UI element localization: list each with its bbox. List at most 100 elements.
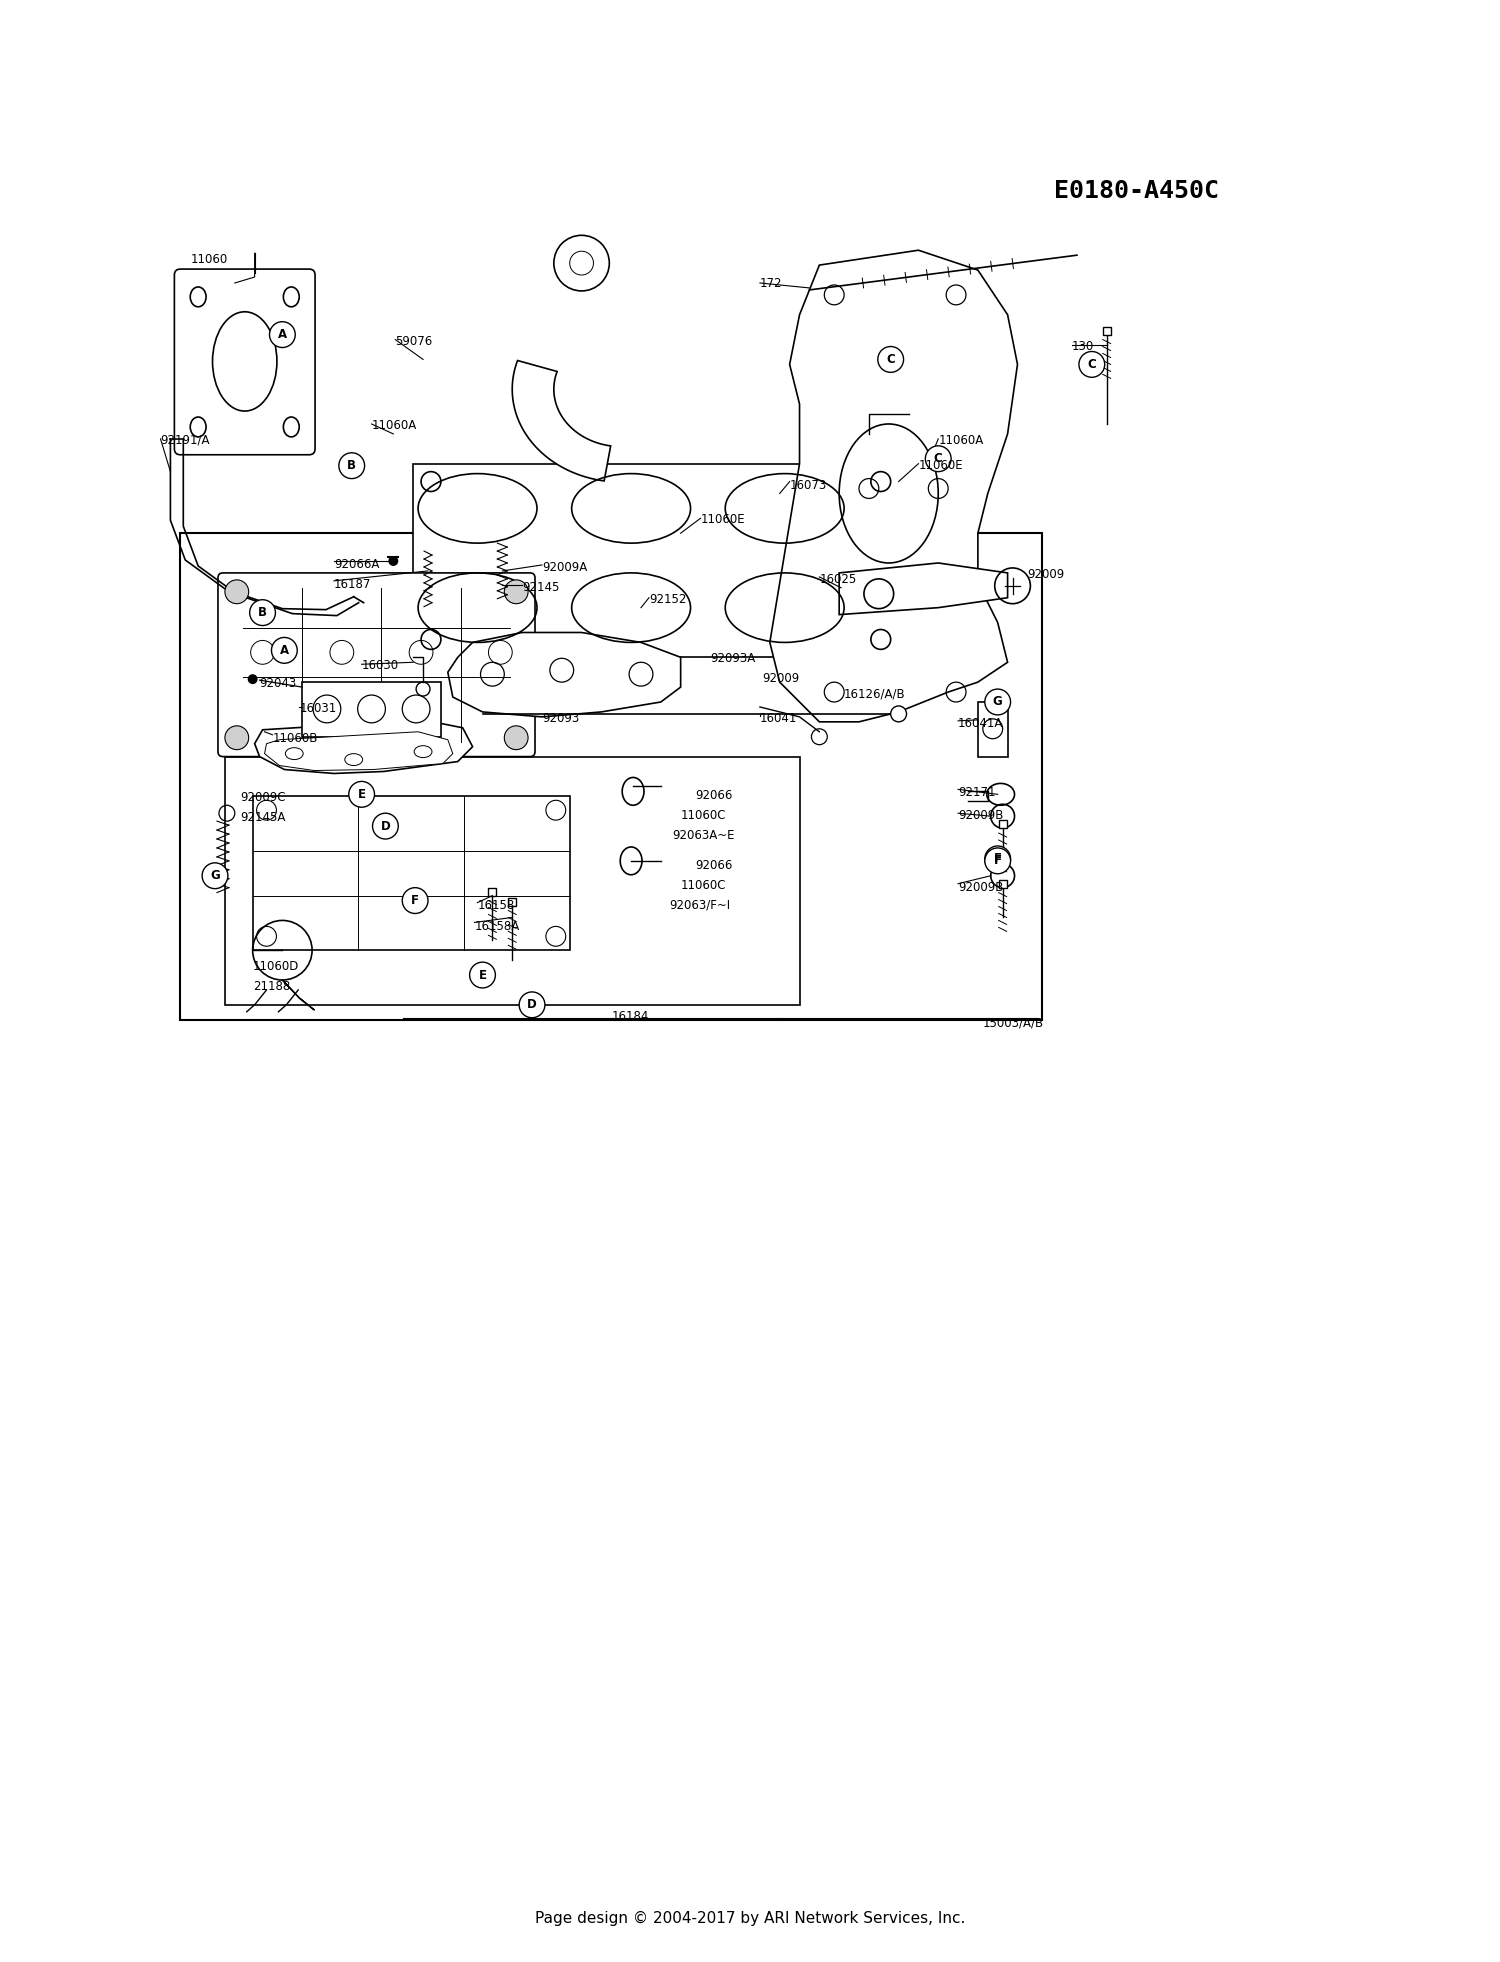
- Bar: [999, 879, 1006, 887]
- Bar: [999, 820, 1006, 828]
- Text: C: C: [886, 353, 896, 367]
- Text: G: G: [993, 695, 1002, 708]
- Text: 11060C: 11060C: [681, 808, 726, 822]
- Circle shape: [1078, 351, 1104, 377]
- Text: 92009C: 92009C: [240, 791, 285, 804]
- Text: 11060E: 11060E: [918, 459, 963, 471]
- Text: 16041A: 16041A: [958, 716, 1004, 730]
- Text: ARI: ARI: [484, 667, 1016, 936]
- Bar: [180, 534, 1042, 1020]
- Text: 92063/F~I: 92063/F~I: [669, 899, 730, 912]
- Text: E: E: [478, 969, 486, 981]
- Text: A: A: [278, 328, 286, 341]
- Circle shape: [202, 863, 228, 889]
- Text: 92152: 92152: [650, 593, 687, 606]
- FancyBboxPatch shape: [217, 573, 536, 757]
- Circle shape: [402, 887, 427, 914]
- Text: C: C: [934, 451, 942, 465]
- Text: 15003/A/B: 15003/A/B: [982, 1016, 1044, 1030]
- Text: 92093A: 92093A: [711, 651, 756, 665]
- Polygon shape: [512, 361, 610, 481]
- Circle shape: [249, 600, 276, 626]
- Text: 92009: 92009: [1028, 567, 1065, 581]
- Circle shape: [519, 993, 544, 1018]
- Text: 92093: 92093: [542, 712, 579, 724]
- Circle shape: [225, 726, 249, 749]
- Bar: [252, 797, 570, 950]
- Text: 21188: 21188: [252, 979, 290, 993]
- Text: 92009B: 92009B: [958, 881, 1004, 895]
- Circle shape: [388, 555, 399, 565]
- Circle shape: [891, 706, 906, 722]
- Text: 92066: 92066: [696, 859, 734, 871]
- Text: A: A: [280, 644, 290, 657]
- Bar: [978, 702, 1008, 757]
- Bar: [413, 463, 898, 657]
- Text: 172: 172: [760, 277, 783, 290]
- Text: F: F: [411, 895, 419, 906]
- Text: F: F: [993, 853, 1002, 867]
- Circle shape: [372, 812, 399, 840]
- Text: 92009: 92009: [762, 673, 800, 685]
- Text: 16041: 16041: [760, 712, 798, 724]
- Polygon shape: [264, 732, 453, 771]
- Text: 16187: 16187: [334, 579, 372, 591]
- Circle shape: [470, 961, 495, 989]
- Circle shape: [926, 445, 951, 471]
- Text: B: B: [258, 606, 267, 620]
- Text: 92171: 92171: [958, 787, 996, 799]
- Text: C: C: [1088, 357, 1096, 371]
- Text: 11060E: 11060E: [700, 514, 746, 526]
- Text: 92066: 92066: [696, 789, 734, 802]
- Text: 92063A~E: 92063A~E: [672, 830, 735, 842]
- Text: 11060B: 11060B: [273, 732, 318, 746]
- Circle shape: [504, 726, 528, 749]
- Text: 11060: 11060: [190, 253, 228, 267]
- Text: G: G: [210, 869, 220, 883]
- Polygon shape: [770, 251, 1017, 722]
- Bar: [1102, 326, 1110, 336]
- Circle shape: [225, 581, 249, 604]
- Circle shape: [270, 322, 296, 347]
- FancyBboxPatch shape: [174, 269, 315, 455]
- Polygon shape: [255, 720, 472, 773]
- Text: E0180-A450C: E0180-A450C: [1054, 179, 1220, 202]
- Circle shape: [348, 781, 375, 806]
- Text: 16073: 16073: [789, 479, 826, 492]
- Text: B: B: [346, 459, 355, 473]
- Circle shape: [986, 848, 1011, 873]
- Text: 16184: 16184: [612, 1010, 648, 1022]
- Text: 92145A: 92145A: [240, 810, 285, 824]
- Text: 92191/A: 92191/A: [160, 434, 210, 447]
- Text: 130: 130: [1072, 339, 1094, 353]
- Polygon shape: [839, 563, 1008, 614]
- Text: 92043: 92043: [260, 677, 297, 691]
- Bar: [225, 757, 800, 1005]
- Circle shape: [986, 689, 1011, 714]
- Text: 11060D: 11060D: [252, 959, 298, 973]
- Text: D: D: [381, 820, 390, 832]
- Text: 16158A: 16158A: [474, 920, 520, 934]
- Polygon shape: [448, 632, 681, 716]
- Text: 16030: 16030: [362, 659, 399, 673]
- Text: 92066A: 92066A: [334, 557, 380, 571]
- Bar: [302, 683, 441, 738]
- Text: 92009B: 92009B: [958, 808, 1004, 822]
- Bar: [509, 897, 516, 906]
- Text: 92009A: 92009A: [542, 561, 586, 575]
- Text: 92145: 92145: [522, 581, 560, 594]
- Text: 16126/A/B: 16126/A/B: [844, 687, 906, 700]
- Text: F: F: [993, 852, 1002, 865]
- Text: 11060C: 11060C: [681, 879, 726, 893]
- Bar: [489, 887, 496, 895]
- Circle shape: [248, 675, 258, 685]
- Circle shape: [272, 638, 297, 663]
- Text: 16025: 16025: [819, 573, 856, 587]
- Circle shape: [878, 347, 903, 373]
- Circle shape: [986, 846, 1011, 871]
- Text: 11060A: 11060A: [938, 434, 984, 447]
- Text: Page design © 2004-2017 by ARI Network Services, Inc.: Page design © 2004-2017 by ARI Network S…: [536, 1911, 964, 1927]
- Text: 16158: 16158: [477, 899, 514, 912]
- Text: 59076: 59076: [396, 336, 432, 347]
- Circle shape: [339, 453, 364, 479]
